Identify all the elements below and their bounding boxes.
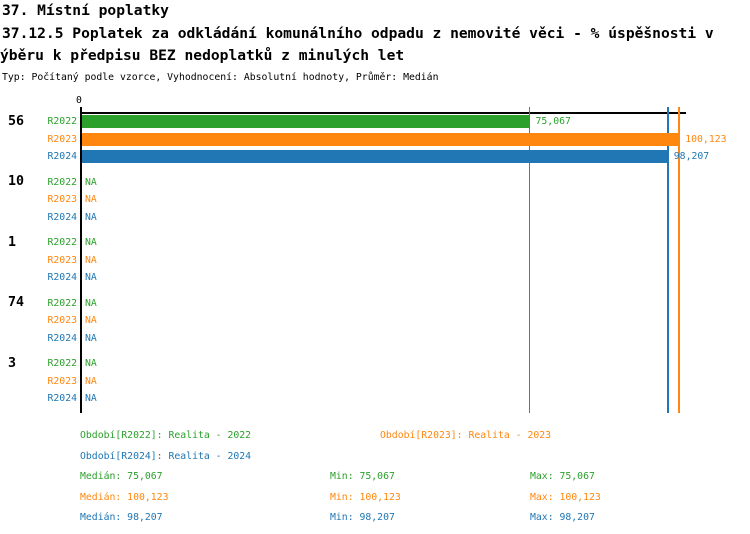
na-label: NA xyxy=(85,211,97,223)
group-label-1: 1 xyxy=(8,234,17,250)
row-label-r2023: R2023 xyxy=(47,194,78,205)
row-label-r2022: R2022 xyxy=(47,237,78,248)
legend-stat-min-r2024: Min: 98,207 xyxy=(330,512,395,523)
legend-period-r2023: Období[R2023]: Realita - 2023 xyxy=(380,430,552,441)
row-label-r2023: R2023 xyxy=(47,133,78,145)
na-label: NA xyxy=(85,358,97,369)
row-label-r2022: R2022 xyxy=(47,116,78,127)
legend-stat-max-r2022: Max: 75,067 xyxy=(530,471,595,482)
legend-stat-median-r2023: Medián: 100,123 xyxy=(80,491,169,503)
group-label-10: 10 xyxy=(8,174,25,189)
legend-stat-min-r2022: Min: 75,067 xyxy=(330,471,395,482)
row-label-r2022: R2022 xyxy=(47,297,78,309)
row-label-r2024: R2024 xyxy=(47,393,78,404)
chart-meta: Typ: Počítaný podle vzorce, Vyhodnocení:… xyxy=(2,72,439,83)
group-label-3: 3 xyxy=(8,355,17,371)
x-axis-line xyxy=(81,112,686,114)
bar-value-label: 98,207 xyxy=(673,151,710,162)
group-label-56: 56 xyxy=(8,113,25,129)
row-label-r2024: R2024 xyxy=(47,211,78,223)
na-label: NA xyxy=(85,375,97,387)
row-label-r2023: R2023 xyxy=(47,375,78,387)
legend-stat-max-r2024: Max: 98,207 xyxy=(530,512,595,523)
chart-subtitle-line1: 37.12.5 Poplatek za odkládání komunálníh… xyxy=(2,25,714,42)
row-label-r2024: R2024 xyxy=(47,332,78,344)
row-label-r2024: R2024 xyxy=(47,151,78,162)
na-label: NA xyxy=(85,272,97,283)
na-label: NA xyxy=(85,332,97,344)
na-label: NA xyxy=(85,176,97,188)
median-line-r2022 xyxy=(528,107,531,413)
legend-stat-median-r2022: Medián: 75,067 xyxy=(80,471,163,482)
na-label: NA xyxy=(85,297,97,309)
legend-stat-min-r2023: Min: 100,123 xyxy=(330,491,401,503)
bar-r2022-group-56 xyxy=(82,115,530,128)
y-axis-line xyxy=(80,107,82,413)
legend-period-r2024: Období[R2024]: Realita - 2024 xyxy=(80,450,252,462)
na-label: NA xyxy=(85,254,97,266)
row-label-r2023: R2023 xyxy=(47,254,78,266)
row-label-r2022: R2022 xyxy=(47,358,78,369)
group-label-74: 74 xyxy=(8,295,25,310)
row-label-r2022: R2022 xyxy=(47,176,78,188)
na-label: NA xyxy=(85,194,97,205)
bar-r2024-group-56 xyxy=(82,150,668,163)
na-label: NA xyxy=(85,237,97,248)
median-line-r2024 xyxy=(667,107,669,413)
chart-subtitle-line2: ýběru k předpisu BEZ nedoplatků z minulý… xyxy=(0,47,405,64)
bar-value-label: 75,067 xyxy=(535,116,571,127)
row-label-r2024: R2024 xyxy=(47,272,78,283)
x-axis-zero-tick-label: 0 xyxy=(76,95,82,106)
median-line-r2023 xyxy=(678,107,680,413)
legend-stat-median-r2024: Medián: 98,207 xyxy=(80,512,163,523)
legend-stat-max-r2023: Max: 100,123 xyxy=(530,491,601,503)
chart-title: 37. Místní poplatky xyxy=(2,2,169,19)
row-label-r2023: R2023 xyxy=(47,315,78,326)
na-label: NA xyxy=(85,315,97,326)
legend-period-r2022: Období[R2022]: Realita - 2022 xyxy=(80,430,252,441)
bar-value-label: 100,123 xyxy=(685,133,727,145)
na-label: NA xyxy=(85,393,97,404)
bar-r2023-group-56 xyxy=(82,132,680,146)
